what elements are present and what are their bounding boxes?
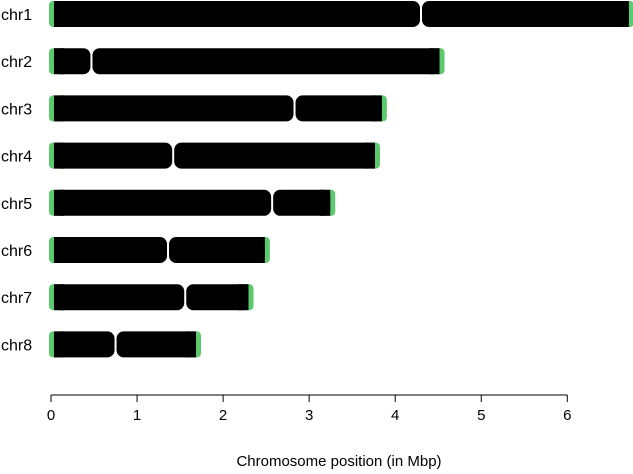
chromosome-label-chr2: chr2 [1,54,32,71]
x-axis-title: Chromosome position (in Mbp) [236,453,441,470]
chromosome-chr5 [49,189,336,216]
chr5-arm-q-end [320,189,331,216]
chromosome-chr6 [49,237,270,263]
chr4-arm-p [54,142,173,169]
chr3-arm-p [54,95,294,122]
chromosome-labels: chr1 chr2 chr3 chr4 chr5 chr6 chr7 chr8 [1,7,32,354]
x-tick-label-4: 4 [391,407,399,424]
chromosome-chr4 [49,142,380,169]
x-tick-label-3: 3 [305,407,313,424]
chromosome-bars [49,1,633,358]
chr7-arm-q [186,284,249,311]
chr3-arm-p-end [54,95,64,122]
chromosome-chr2 [49,48,445,75]
chromosome-chr8 [49,331,202,358]
x-tick-label-5: 5 [477,407,485,424]
chr6-arm-q [169,237,265,263]
x-tick-label-2: 2 [219,407,227,424]
x-axis-ticks: 0 1 2 3 4 5 6 [47,395,571,424]
chr6-arm-q-end [254,237,265,263]
chromosome-label-chr7: chr7 [1,290,32,307]
chr8-arm-p-end [54,331,64,358]
chr4-arm-q [174,142,375,169]
chromosome-label-chr8: chr8 [1,337,32,354]
x-tick-label-6: 6 [563,407,571,424]
chr5-arm-q [273,189,331,216]
chromosome-label-chr3: chr3 [1,101,32,118]
chromosome-chr7 [49,284,254,311]
chr4-arm-p-end [54,142,64,169]
chromosome-label-chr1: chr1 [1,7,32,24]
chr1-arm-q [422,1,629,27]
chr2-arm-q [92,48,440,75]
chromosome-label-chr6: chr6 [1,243,32,260]
chr1-arm-p-end [54,1,64,27]
chr3-arm-q [295,95,382,122]
x-tick-label-0: 0 [47,407,55,424]
chr6-arm-p [54,237,168,263]
chromosome-label-chr4: chr4 [1,149,32,166]
chr8-arm-q [116,331,197,358]
chr3-arm-q-end [371,95,382,122]
chr2-arm-q-end [429,48,440,75]
x-axis: 0 1 2 3 4 5 6 [47,394,571,424]
chr1-arm-p [54,1,421,27]
chr8-arm-q-end [186,331,197,358]
x-tick-label-1: 1 [133,407,141,424]
chromosome-label-chr5: chr5 [1,196,32,213]
chr5-arm-p [54,189,272,216]
chr6-arm-p-end [54,237,64,263]
chromosome-chr1 [49,1,633,27]
chr4-arm-q-end [364,142,375,169]
chr8-arm-p [54,331,115,358]
chromosome-chr3 [49,95,387,122]
chr2-arm-p-end [54,48,64,75]
chr5-arm-p-end [54,189,64,216]
chr7-arm-q-end [238,284,249,311]
chr7-arm-p [54,284,185,311]
chr7-arm-p-end [54,284,64,311]
chr1-arm-q-end [618,1,629,27]
